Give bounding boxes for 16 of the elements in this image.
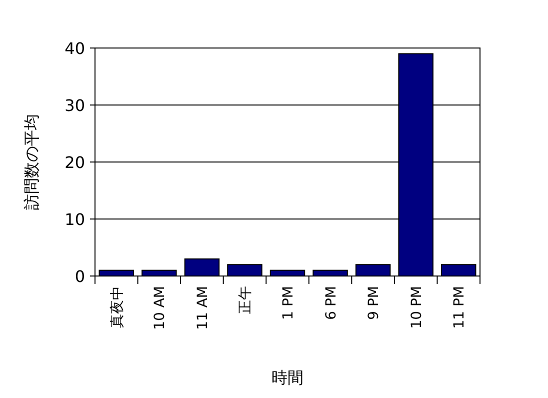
y-tick-label: 40	[64, 39, 85, 58]
x-tick-label: 11 PM	[452, 286, 468, 329]
y-tick-label: 30	[64, 96, 85, 115]
x-tick-label: 真夜中	[109, 286, 126, 328]
x-tick-label: 1 PM	[280, 286, 296, 320]
y-tick-label: 0	[74, 267, 85, 286]
x-axis-title: 時間	[272, 368, 304, 387]
x-tick-label: 10 PM	[408, 286, 425, 329]
y-axis-title: 訪問数の平均	[22, 114, 41, 210]
x-tick-label: 11 AM	[194, 286, 211, 330]
x-tick-label: 正午	[238, 286, 254, 314]
x-tick-label: 6 PM	[323, 286, 340, 320]
y-tick-label: 20	[64, 153, 85, 172]
x-tick-label: 10 AM	[152, 286, 168, 330]
x-tick-label: 9 PM	[366, 286, 382, 320]
y-tick-label: 10	[64, 210, 85, 229]
